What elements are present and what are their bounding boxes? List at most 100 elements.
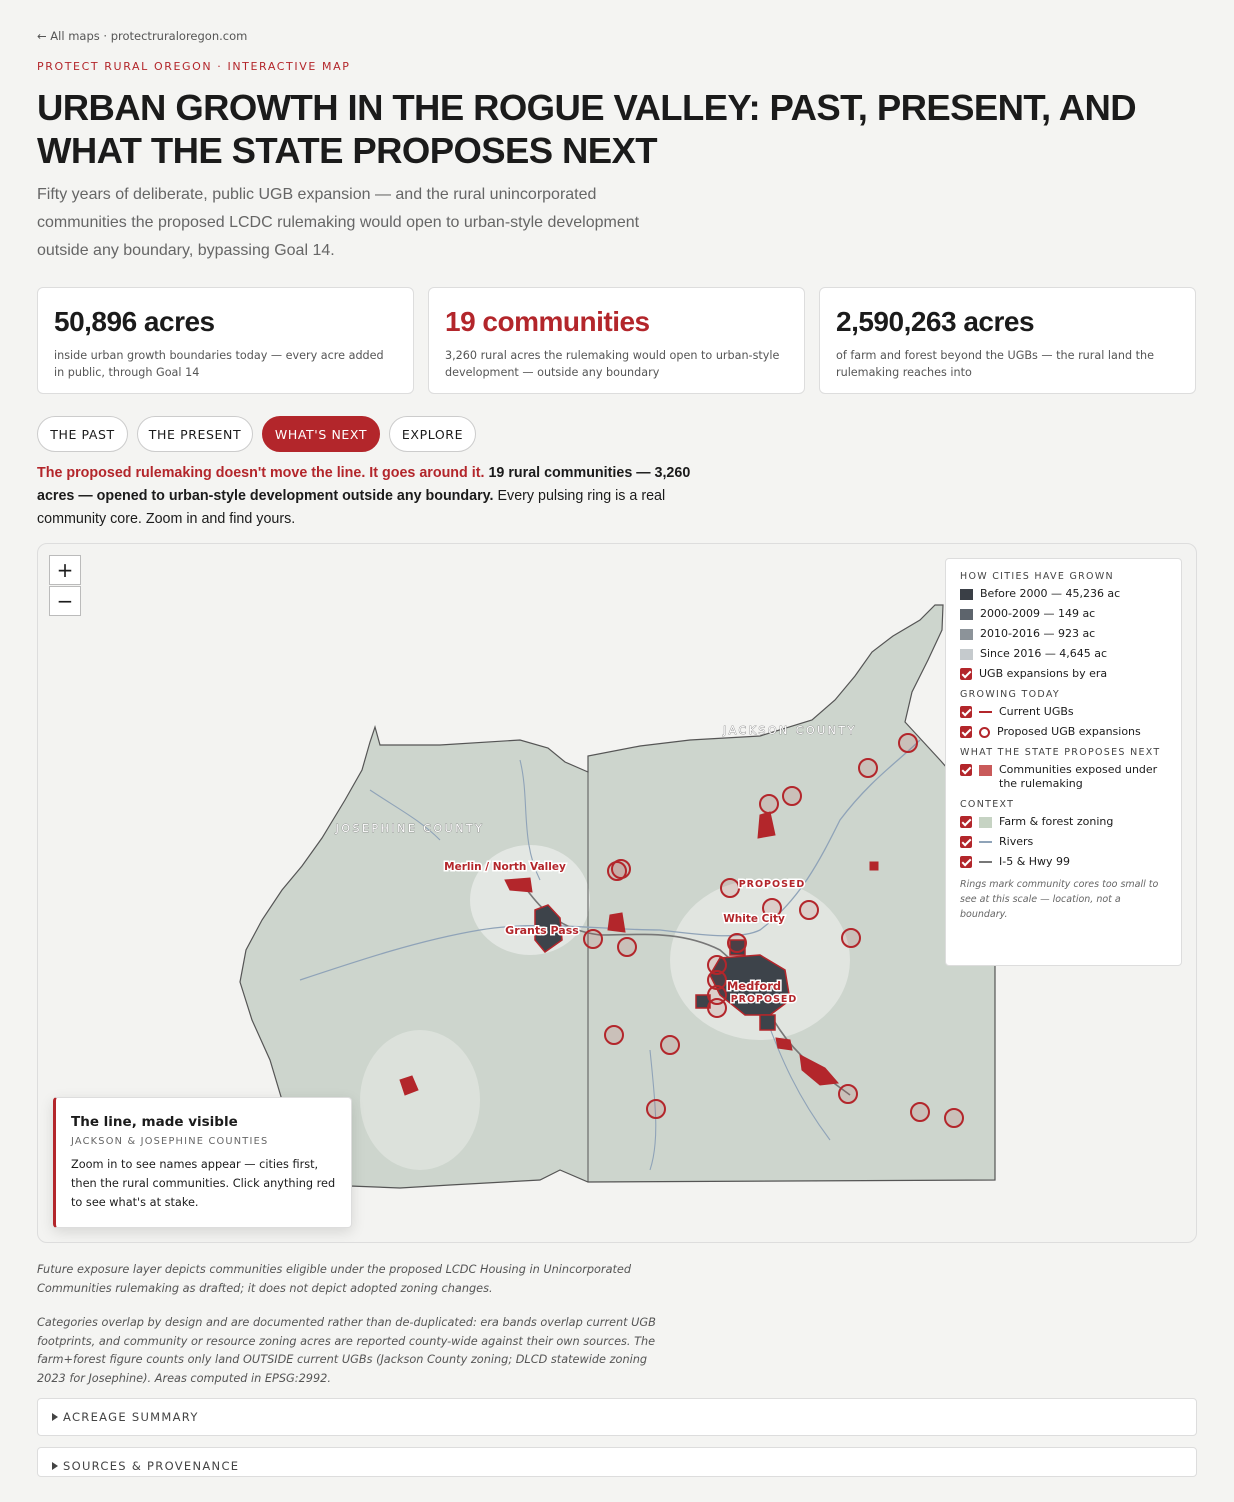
- legend: HOW CITIES HAVE GROWN Before 2000 — 45,2…: [945, 558, 1182, 966]
- community-ring[interactable]: [910, 1102, 930, 1122]
- legend-label: UGB expansions by era: [979, 667, 1108, 680]
- swatch: [979, 841, 992, 843]
- exposed-communities[interactable]: [399, 811, 879, 1096]
- community-ring[interactable]: [841, 928, 861, 948]
- community-ring[interactable]: [727, 933, 747, 953]
- community-ring[interactable]: [660, 1035, 680, 1055]
- highway: [519, 879, 851, 1096]
- checkbox[interactable]: [960, 668, 972, 680]
- legend-label: I-5 & Hwy 99: [999, 855, 1071, 868]
- legend-heading: GROWING TODAY: [960, 689, 1061, 700]
- zoom-in[interactable]: +: [49, 555, 81, 585]
- legend-item[interactable]: UGB expansions by era: [960, 667, 1167, 681]
- community-area[interactable]: [869, 861, 879, 871]
- community-area[interactable]: [399, 1075, 419, 1096]
- legend-item[interactable]: Farm & forest zoning: [960, 815, 1167, 829]
- collapsible-section[interactable]: ACREAGE SUMMARY: [37, 1398, 1197, 1436]
- community-ring[interactable]: [898, 733, 918, 753]
- community-area[interactable]: [775, 1037, 793, 1051]
- swatch: [960, 629, 973, 640]
- community-ring[interactable]: [799, 900, 819, 920]
- tab[interactable]: THE PRESENT: [137, 416, 253, 452]
- legend-item[interactable]: 2010-2016 — 923 ac: [960, 627, 1167, 641]
- city-area[interactable]: [759, 1014, 776, 1031]
- community-area[interactable]: [607, 912, 626, 933]
- city-area[interactable]: [534, 904, 563, 954]
- legend-item[interactable]: Since 2016 — 4,645 ac: [960, 647, 1167, 661]
- back-link[interactable]: ← All maps · protectruraloregon.com: [37, 29, 248, 43]
- community-ring[interactable]: [604, 1025, 624, 1045]
- stat-value: 19 communities: [445, 306, 650, 337]
- legend-item[interactable]: Proposed UGB expansions: [960, 725, 1167, 739]
- legend-item[interactable]: 2000-2009 — 149 ac: [960, 607, 1167, 621]
- community-ring[interactable]: [707, 970, 727, 990]
- place-label: PROPOSED: [739, 879, 806, 890]
- community-ring[interactable]: [782, 786, 802, 806]
- legend-item[interactable]: Rivers: [960, 835, 1167, 849]
- community-ring[interactable]: [617, 937, 637, 957]
- tab[interactable]: EXPLORE: [389, 416, 476, 452]
- legend-label: Communities exposed under the rulemaking: [999, 763, 1158, 790]
- legend-item[interactable]: Current UGBs: [960, 705, 1167, 719]
- swatch: [979, 817, 992, 828]
- stat-card: 2,590,263 acres of farm and forest beyond…: [819, 287, 1196, 394]
- community-ring[interactable]: [838, 1084, 858, 1104]
- ring-group[interactable]: [583, 733, 964, 1128]
- checkbox[interactable]: [960, 856, 972, 868]
- county-area: [239, 604, 996, 1189]
- community-ring[interactable]: [646, 1099, 666, 1119]
- developed-area: [360, 1030, 480, 1170]
- checkbox[interactable]: [960, 706, 972, 718]
- stat-text: of farm and forest beyond the UGBs — the…: [836, 349, 1154, 379]
- map[interactable]: JOSEPHINE COUNTY JACKSON COUNTY Merlin / N…: [37, 543, 1197, 1243]
- tab-active[interactable]: WHAT'S NEXT: [262, 416, 380, 452]
- legend-item[interactable]: I-5 & Hwy 99: [960, 855, 1167, 869]
- community-area[interactable]: [504, 877, 533, 893]
- city-area[interactable]: [695, 994, 711, 1009]
- legend-label: Farm & forest zoning: [999, 815, 1114, 828]
- collapsible-section[interactable]: SOURCES & PROVENANCE: [37, 1447, 1197, 1477]
- checkbox[interactable]: [960, 764, 972, 776]
- community-ring[interactable]: [759, 794, 779, 814]
- tab[interactable]: THE PAST: [37, 416, 128, 452]
- legend-item[interactable]: Communities exposed under the rulemaking: [960, 763, 1167, 791]
- community-ring[interactable]: [707, 998, 727, 1018]
- community-ring[interactable]: [607, 861, 627, 881]
- stat-card: 19 communities 3,260 rural acres the rule…: [428, 287, 805, 394]
- community-area[interactable]: [799, 1054, 840, 1086]
- community-ring[interactable]: [583, 929, 603, 949]
- checkbox[interactable]: [960, 726, 972, 738]
- info-subtitle: JACKSON & JOSEPHINE COUNTIES: [71, 1136, 269, 1147]
- swatch: [960, 609, 973, 620]
- legend-note: Rings mark community cores too small to …: [960, 879, 1159, 920]
- legend-item[interactable]: Before 2000 — 45,236 ac: [960, 587, 1167, 601]
- map-canvas[interactable]: JOSEPHINE COUNTY JACKSON COUNTY Merlin / N…: [37, 543, 1197, 1243]
- info-text: Zoom in to see names appear — cities fir…: [71, 1158, 336, 1209]
- checkbox[interactable]: [960, 816, 972, 828]
- community-ring[interactable]: [707, 955, 727, 975]
- swatch: [979, 861, 992, 863]
- community-ring[interactable]: [858, 758, 878, 778]
- checkbox[interactable]: [960, 836, 972, 848]
- subtitle: Fifty years of deliberate, public UGB ex…: [37, 186, 640, 259]
- lede-text: Every pulsing ring is a real community c…: [37, 488, 666, 527]
- place-label: Grants Pass: [505, 924, 579, 937]
- place-label: White City: [723, 913, 785, 925]
- river: [299, 739, 921, 981]
- swatch: [960, 649, 973, 660]
- lede: The proposed rulemaking doesn't move the…: [37, 462, 717, 531]
- map-labels: JOSEPHINE COUNTY JACKSON COUNTY Merlin / N…: [334, 724, 855, 1007]
- info-title: The line, made visible: [71, 1114, 238, 1130]
- place-label: Medford: [727, 979, 781, 993]
- swatch: [979, 765, 992, 776]
- legend-label: 2010-2016 — 923 ac: [980, 627, 1096, 640]
- community-ring[interactable]: [720, 878, 740, 898]
- info-box: The line, made visible JACKSON & JOSEPHI…: [53, 1097, 352, 1228]
- place-label: Merlin / North Valley: [444, 861, 566, 873]
- legend-label: Before 2000 — 45,236 ac: [980, 587, 1121, 600]
- place-label: PROPOSED: [731, 994, 798, 1005]
- legend-heading: WHAT THE STATE PROPOSES NEXT: [960, 747, 1161, 758]
- community-ring[interactable]: [762, 898, 782, 918]
- community-ring[interactable]: [944, 1108, 964, 1128]
- zoom-out[interactable]: −: [49, 586, 81, 616]
